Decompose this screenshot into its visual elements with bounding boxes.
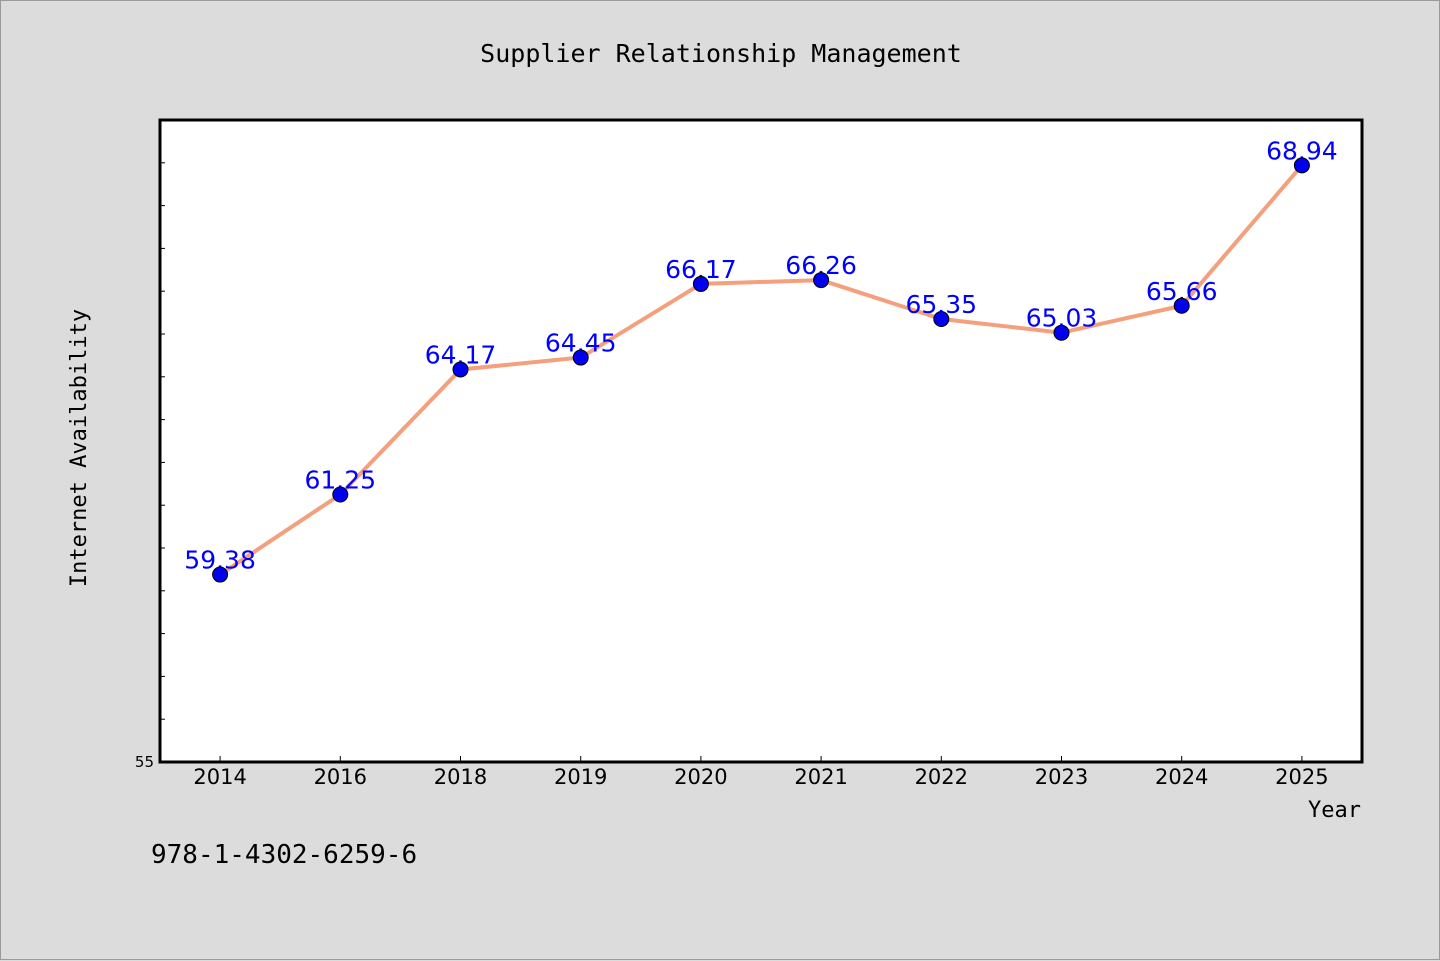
data-point xyxy=(1173,297,1190,314)
x-axis-ticks xyxy=(219,756,1303,762)
data-point xyxy=(813,272,830,289)
data-point xyxy=(1053,324,1070,341)
data-point xyxy=(1293,157,1310,174)
x-tick-label: 2019 xyxy=(554,765,607,789)
x-tick-label: 2022 xyxy=(915,765,968,789)
x-tick-label: 2020 xyxy=(674,765,727,789)
data-point xyxy=(332,486,349,503)
data-point xyxy=(933,311,950,328)
x-tick-label: 2025 xyxy=(1275,765,1328,789)
data-point xyxy=(572,349,589,366)
y-axis-ticks xyxy=(160,162,165,720)
footer-code: 978-1-4302-6259-6 xyxy=(151,840,417,870)
x-tick-label: 2016 xyxy=(314,765,367,789)
x-axis-tick-labels: 2014 2016 2018 2019 2020 2021 2022 2023 2024 2025 xyxy=(193,765,1328,789)
y-tick-label: 55 xyxy=(135,753,154,771)
x-tick-label: 2024 xyxy=(1155,765,1208,789)
y-axis-title: Internet Availability xyxy=(67,309,92,587)
series-line xyxy=(218,163,1304,577)
x-tick-label: 2014 xyxy=(193,765,246,789)
x-tick-label: 2023 xyxy=(1035,765,1088,789)
x-tick-label: 2021 xyxy=(794,765,847,789)
plot-area xyxy=(158,118,1364,764)
x-axis-title: Year xyxy=(1308,798,1361,823)
data-point xyxy=(452,361,469,378)
chart-title: Supplier Relationship Management xyxy=(480,39,962,68)
data-point xyxy=(212,566,229,583)
data-point xyxy=(692,275,709,292)
x-tick-label: 2018 xyxy=(434,765,487,789)
data-markers xyxy=(212,157,1310,583)
